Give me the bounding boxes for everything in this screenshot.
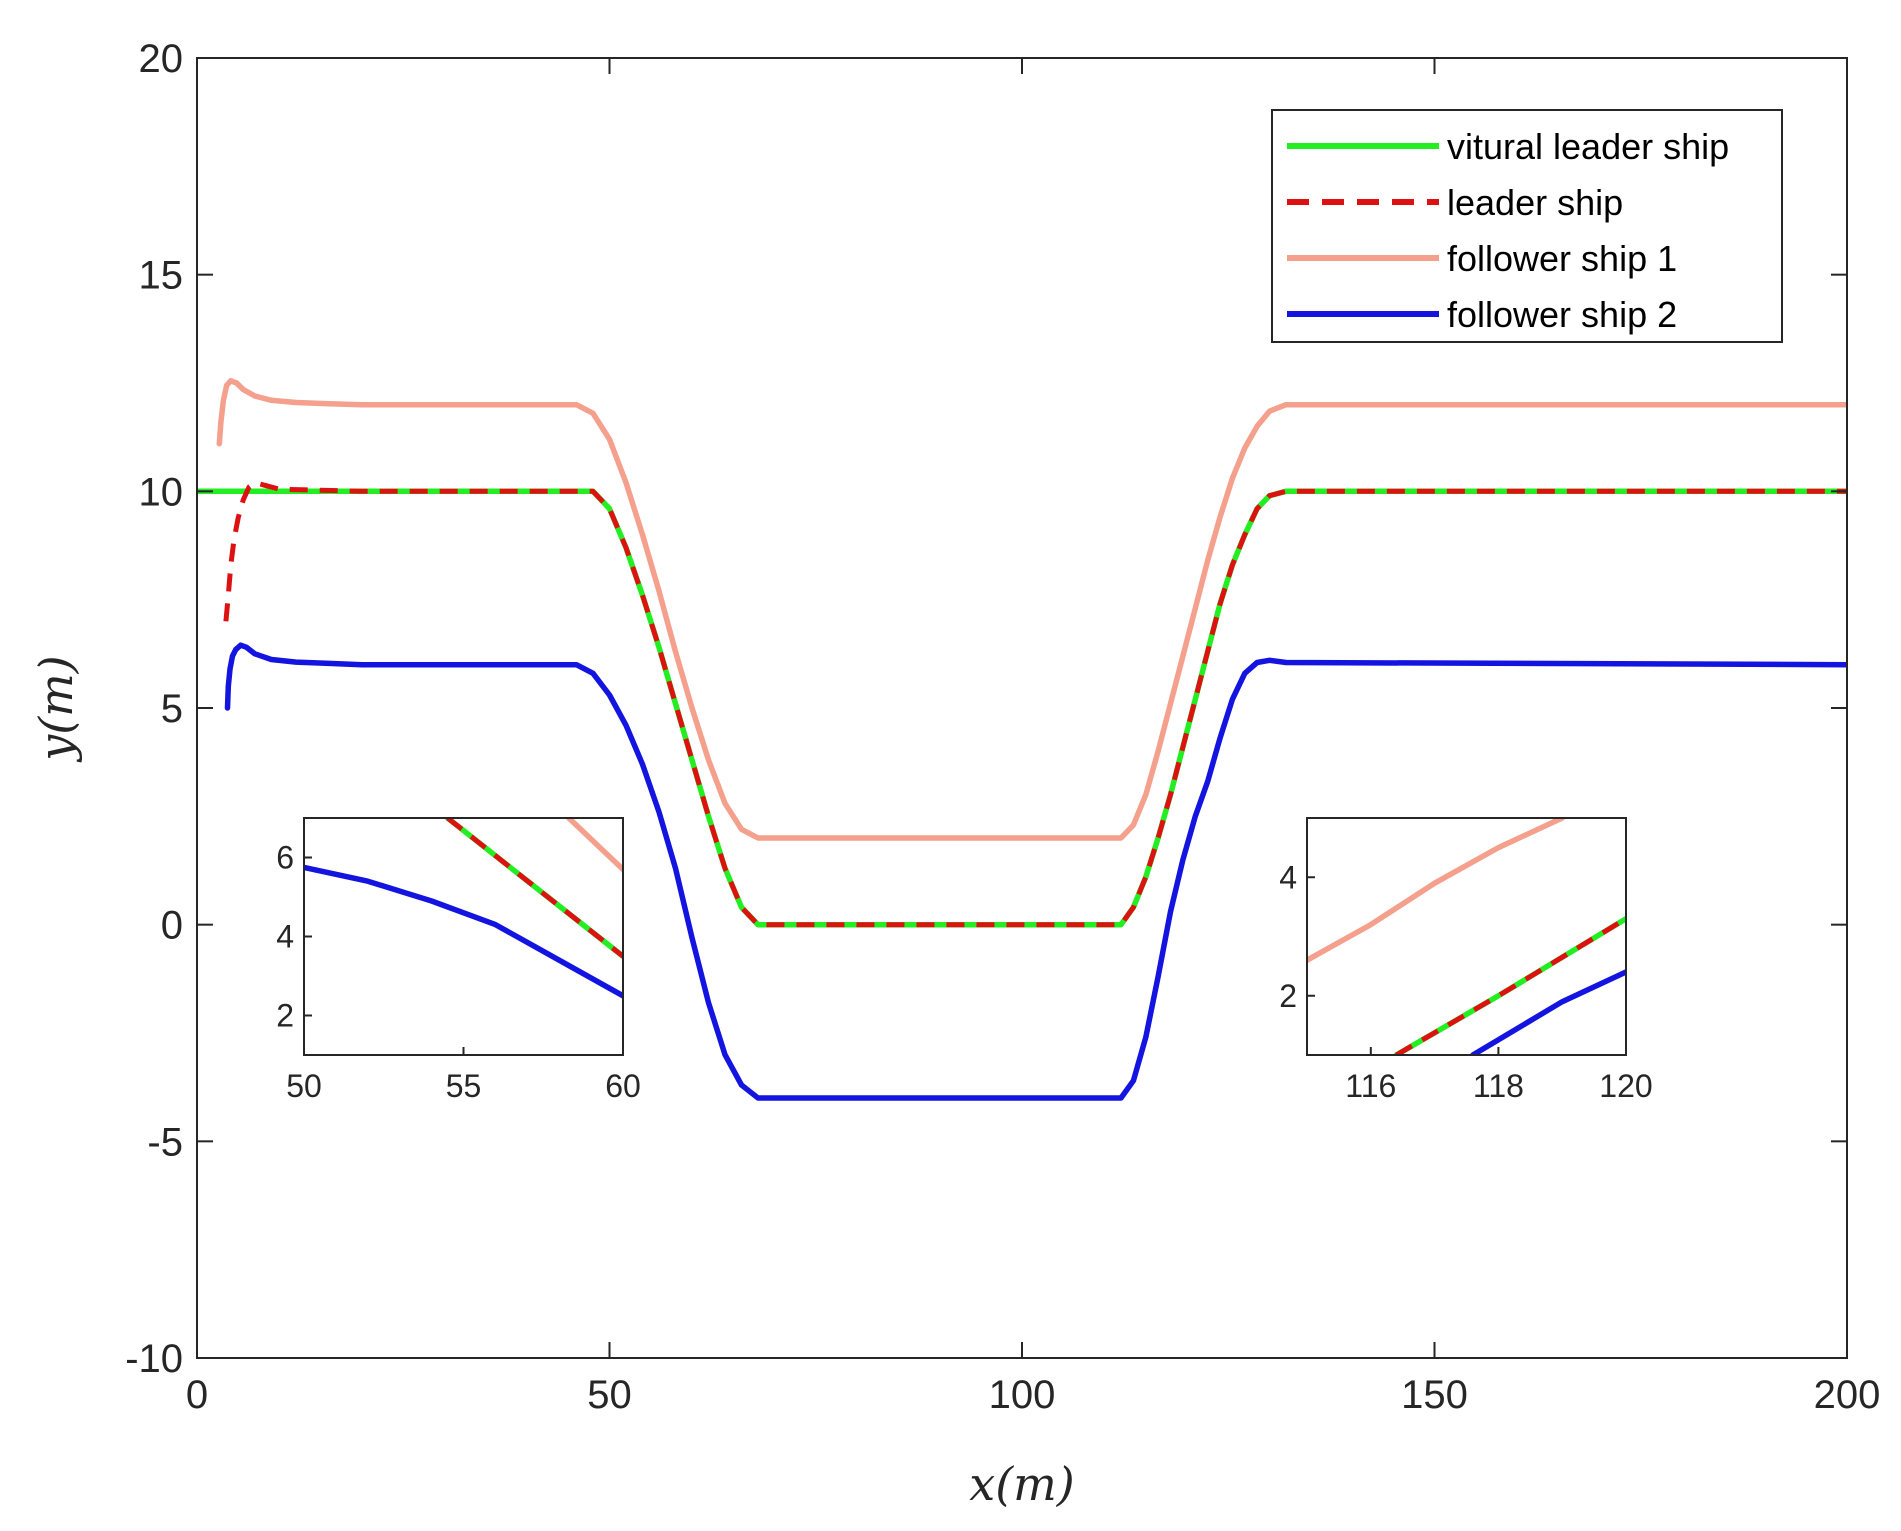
inset-left-x-tick-label: 55 <box>446 1068 482 1104</box>
inset-right-series-follower-ship-1 <box>1307 818 1565 963</box>
inset-right-series-leader-ship <box>1395 916 1626 1055</box>
y-tick-label: 0 <box>161 904 183 948</box>
inset-left-series-leader-ship <box>446 818 623 959</box>
y-tick-label: -10 <box>125 1337 183 1381</box>
y-tick-label: 20 <box>139 37 184 81</box>
inset-right-x-tick-label: 118 <box>1473 1068 1524 1104</box>
main-series-follower-ship-1 <box>216 378 1847 841</box>
inset-right-x-tick-label: 120 <box>1599 1068 1652 1104</box>
inset-left-series-follower-ship-1 <box>566 818 623 873</box>
main-ticks-group: 0 50 100 150 200 -10 -5 0 5 10 15 20 <box>125 37 1880 1417</box>
inset-left-y-tick-label: 6 <box>276 840 294 876</box>
inset-right-x-tick-label: 116 <box>1345 1068 1396 1104</box>
inset-left-series-follower-ship-2 <box>304 864 623 999</box>
y-tick-label: 5 <box>161 687 183 731</box>
inset-left-x-tick-label: 60 <box>605 1068 641 1104</box>
x-tick-label: 50 <box>587 1373 632 1417</box>
main-series-follower-ship-2 <box>224 642 1847 1101</box>
x-axis-label: x(m) <box>969 1457 1074 1511</box>
inset-right-series-group <box>1307 818 1626 1055</box>
legend-label-follower-ship-1: follower ship 1 <box>1447 238 1677 279</box>
inset-left-series-group <box>304 818 623 999</box>
y-axis-label: y(m) <box>29 655 83 763</box>
y-tick-label: -5 <box>147 1120 183 1164</box>
legend-label-vitural-leader-ship: vitural leader ship <box>1447 126 1729 167</box>
inset-right-series-follower-ship-2 <box>1470 969 1626 1055</box>
inset-right-y-tick-label: 4 <box>1279 859 1297 895</box>
inset-left-y-tick-label: 2 <box>276 998 294 1034</box>
inset-right: 116 118 120 2 4 <box>1279 817 1653 1104</box>
x-tick-label: 150 <box>1401 1373 1468 1417</box>
legend-label-follower-ship-2: follower ship 2 <box>1447 294 1677 335</box>
main-series-group <box>197 378 1847 1101</box>
x-tick-label: 100 <box>989 1373 1056 1417</box>
y-tick-label: 10 <box>139 470 184 514</box>
x-tick-label: 0 <box>186 1373 208 1417</box>
inset-right-y-tick-label: 2 <box>1279 978 1297 1014</box>
inset-right-frame <box>1306 817 1627 1056</box>
main-series-leader-ship <box>223 480 1847 928</box>
inset-left-y-tick-label: 4 <box>276 919 294 955</box>
y-tick-label: 15 <box>139 254 184 298</box>
inset-left-x-tick-label: 50 <box>286 1068 322 1104</box>
legend: vitural leader ship leader ship follower s… <box>1271 109 1783 343</box>
inset-left-background <box>304 818 623 1055</box>
inset-left: 50 55 60 2 4 6 <box>276 817 641 1104</box>
x-tick-label: 200 <box>1814 1373 1881 1417</box>
legend-label-leader-ship: leader ship <box>1447 182 1623 223</box>
